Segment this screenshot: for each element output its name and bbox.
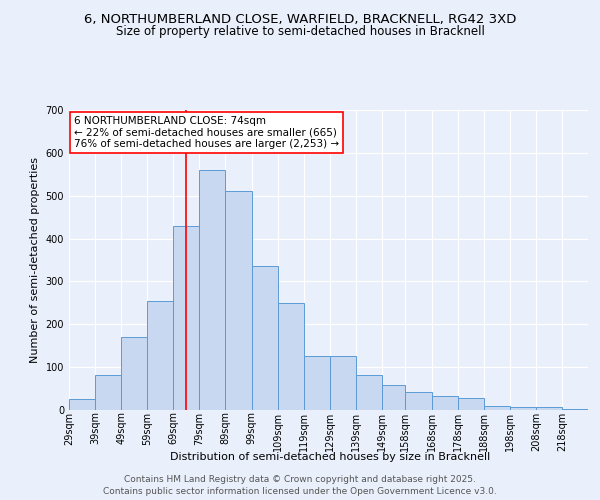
Y-axis label: Number of semi-detached properties: Number of semi-detached properties: [30, 157, 40, 363]
Bar: [69, 400, 95, 410]
Bar: [510, 406, 536, 410]
Text: Contains public sector information licensed under the Open Government Licence v3: Contains public sector information licen…: [103, 486, 497, 496]
Bar: [431, 396, 458, 410]
Bar: [147, 300, 173, 410]
Bar: [562, 409, 588, 410]
Bar: [251, 266, 278, 410]
Text: Size of property relative to semi-detached houses in Bracknell: Size of property relative to semi-detach…: [116, 25, 484, 38]
Bar: [95, 375, 121, 410]
Text: Distribution of semi-detached houses by size in Bracknell: Distribution of semi-detached houses by …: [170, 452, 490, 462]
Bar: [536, 406, 562, 410]
Bar: [356, 375, 382, 410]
Text: Contains HM Land Registry data © Crown copyright and database right 2025.: Contains HM Land Registry data © Crown c…: [124, 476, 476, 484]
Bar: [121, 337, 147, 410]
Bar: [226, 192, 251, 410]
Bar: [484, 406, 510, 410]
Bar: [330, 356, 356, 410]
Text: 6, NORTHUMBERLAND CLOSE, WARFIELD, BRACKNELL, RG42 3XD: 6, NORTHUMBERLAND CLOSE, WARFIELD, BRACK…: [84, 12, 516, 26]
Bar: [406, 392, 431, 410]
Text: 6 NORTHUMBERLAND CLOSE: 74sqm
← 22% of semi-detached houses are smaller (665)
76: 6 NORTHUMBERLAND CLOSE: 74sqm ← 22% of s…: [74, 116, 340, 149]
Bar: [458, 398, 484, 410]
Bar: [304, 356, 330, 410]
Bar: [173, 226, 199, 410]
Bar: [278, 303, 304, 410]
Bar: [382, 385, 406, 410]
Bar: [199, 170, 226, 410]
